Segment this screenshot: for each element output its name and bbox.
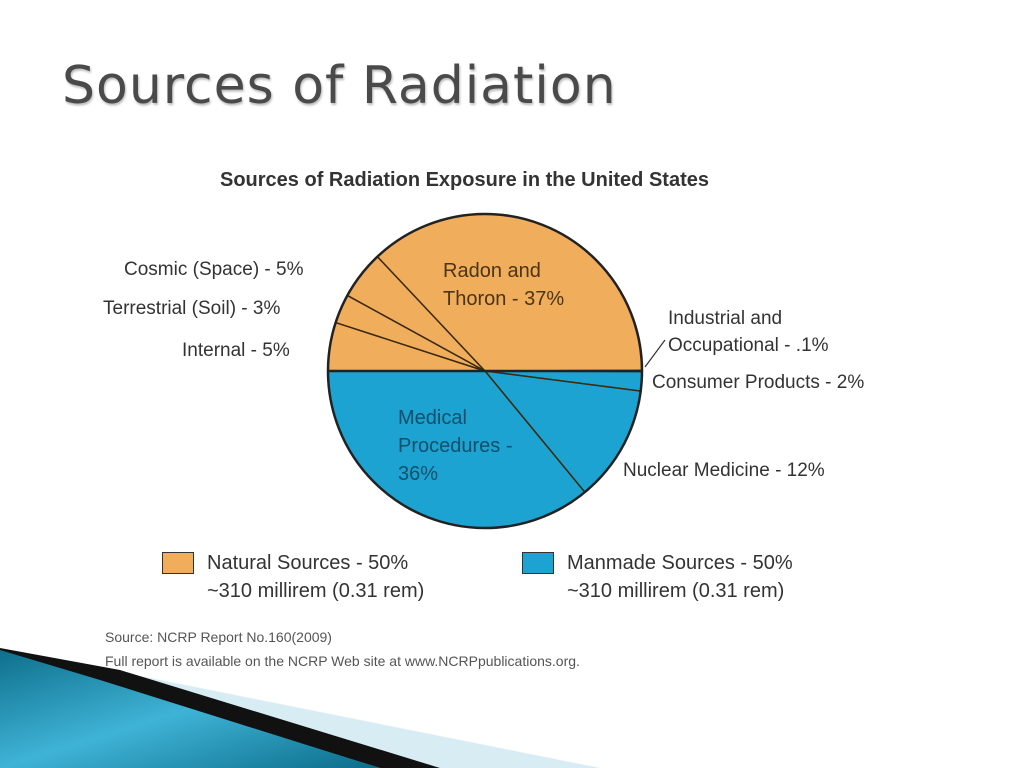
legend-manmade-sub: ~310 millirem (0.31 rem): [567, 580, 785, 602]
label-radon-line2: Thoron - 37%: [443, 288, 565, 310]
label-consumer: Consumer Products - 2%: [652, 372, 865, 393]
label-medical-line2: Procedures -: [398, 435, 513, 457]
label-cosmic: Cosmic (Space) - 5%: [124, 259, 304, 280]
chart-title: Sources of Radiation Exposure in the Uni…: [220, 169, 709, 191]
legend-manmade: Manmade Sources - 50% ~310 millirem (0.3…: [567, 549, 793, 605]
label-industrial-line2: Occupational - .1%: [668, 335, 829, 356]
decor-swoosh-black: [0, 648, 440, 768]
label-radon: Radon and Thoron - 37%: [443, 257, 564, 313]
slide-title: Sources of Radiation: [62, 56, 617, 116]
legend-natural-sub: ~310 millirem (0.31 rem): [207, 580, 425, 602]
source-line-2: Full report is available on the NCRP Web…: [105, 653, 580, 669]
legend-manmade-name: Manmade Sources - 50%: [567, 552, 793, 574]
label-terrestrial: Terrestrial (Soil) - 3%: [103, 298, 281, 319]
label-nuclear: Nuclear Medicine - 12%: [623, 460, 825, 481]
label-radon-line1: Radon and: [443, 260, 541, 282]
legend-swatch-manmade: [522, 552, 554, 574]
label-internal: Internal - 5%: [182, 340, 290, 361]
legend-natural: Natural Sources - 50% ~310 millirem (0.3…: [207, 549, 424, 605]
decor-swoosh-blue: [0, 650, 380, 768]
industrial-leader-line: [644, 339, 666, 368]
label-industrial: Industrial and Occupational - .1%: [668, 305, 829, 359]
label-medical: Medical Procedures - 36%: [398, 404, 513, 488]
label-medical-line3: 36%: [398, 463, 439, 485]
legend-swatch-natural: [162, 552, 194, 574]
label-industrial-line1: Industrial and: [668, 308, 783, 329]
label-medical-line1: Medical: [398, 407, 467, 429]
source-line-1: Source: NCRP Report No.160(2009): [105, 629, 332, 645]
legend-natural-name: Natural Sources - 50%: [207, 552, 409, 574]
pie-chart: [326, 212, 666, 530]
